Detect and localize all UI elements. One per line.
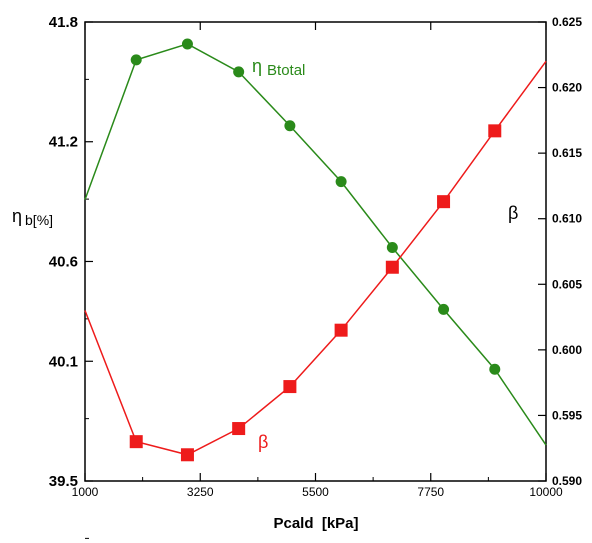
series-label-beta: β	[258, 432, 268, 452]
left-tick-label: 41.2	[49, 134, 78, 151]
x-tick-label: 5500	[302, 485, 329, 499]
eta-point	[438, 303, 450, 315]
right-tick-label: 0.610	[552, 212, 582, 226]
beta-point	[180, 448, 194, 462]
eta-line	[84, 43, 547, 446]
eta-point	[284, 120, 296, 132]
left-axis-label-sub: b[%]	[25, 212, 53, 228]
beta-point	[385, 260, 399, 274]
eta-point	[181, 38, 193, 50]
left-tick-label: 39.5	[49, 473, 78, 490]
x-tick-label: 7750	[417, 485, 444, 499]
right-tick-label: 0.600	[552, 343, 582, 357]
beta-line	[84, 60, 547, 456]
beta-point	[283, 380, 297, 394]
series-label-eta-sub: Btotal	[267, 62, 305, 79]
beta-point	[129, 435, 143, 449]
left-axis-ticks: 39.5 40.1 40.6 41.2 41.8	[49, 14, 93, 539]
x-tick-label: 10000	[529, 485, 563, 499]
right-tick-label: 0.605	[552, 277, 582, 291]
right-tick-label: 0.590	[552, 474, 582, 488]
right-tick-label: 0.595	[552, 408, 582, 422]
beta-point	[232, 422, 246, 436]
beta-point	[437, 195, 451, 209]
left-tick-label: 40.6	[49, 253, 78, 270]
right-tick-label: 0.615	[552, 146, 582, 160]
left-axis-label: η b[%]	[12, 206, 53, 228]
series-label-eta: η Btotal	[252, 56, 305, 79]
x-axis-label: Pcald [kPa]	[273, 515, 358, 532]
left-tick-label: 41.8	[49, 14, 78, 31]
eta-point	[233, 66, 245, 78]
x-tick-label: 1000	[72, 485, 99, 499]
left-tick-label: 40.1	[49, 353, 78, 370]
series-label-eta-main: η	[252, 56, 262, 76]
right-axis-label: β	[508, 203, 518, 223]
series-eta-btotal	[84, 38, 547, 446]
left-axis-label-main: η	[12, 206, 22, 226]
series-beta	[84, 60, 547, 462]
right-tick-label: 0.625	[552, 15, 582, 29]
x-tick-label: 3250	[187, 485, 214, 499]
right-tick-label: 0.620	[552, 81, 582, 95]
beta-point	[488, 124, 502, 138]
eta-point	[130, 54, 142, 66]
eta-point	[335, 176, 347, 188]
x-axis-ticks: 1000 3250 5500 7750 10000	[72, 22, 563, 499]
plot-frame	[84, 21, 547, 482]
beta-point	[334, 323, 348, 337]
eta-point	[386, 242, 398, 254]
eta-point	[489, 363, 501, 375]
right-axis-ticks: 0.590 0.595 0.600 0.605 0.610 0.615 0.620 0.625	[538, 15, 582, 488]
